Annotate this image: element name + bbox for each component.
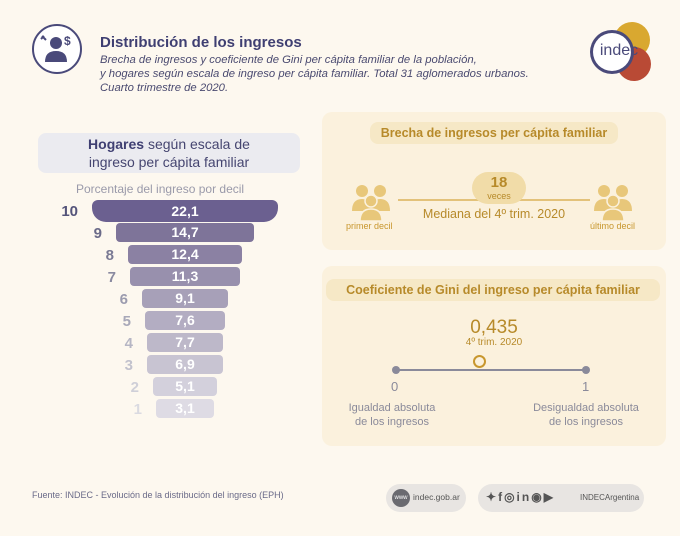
decil-number: 5 xyxy=(122,313,131,330)
max-caption-line: Desigualdad absoluta xyxy=(533,402,639,414)
instagram-icon[interactable]: ◎ xyxy=(504,490,517,504)
brecha-value: 18 xyxy=(490,174,508,191)
gini-marker xyxy=(472,355,486,368)
decil-bar: 7,7 xyxy=(147,333,223,352)
decil-bar: 11,3 xyxy=(130,267,240,286)
facebook-icon[interactable]: f xyxy=(498,490,505,504)
page-title: Distribución de los ingresos xyxy=(100,34,302,51)
people-group-icon xyxy=(590,183,638,228)
decil-number: 2 xyxy=(130,379,139,396)
decil-number: 1 xyxy=(133,401,142,418)
right-label-text: último decil xyxy=(590,221,636,231)
decil-number: 8 xyxy=(105,247,114,264)
decil-bar: 3,1 xyxy=(156,399,214,418)
deciles-header: Hogares según escala de ingreso per cápi… xyxy=(38,133,300,173)
decil-bar: 5,1 xyxy=(153,377,217,396)
youtube-icon[interactable]: ▶ xyxy=(543,490,555,504)
decil-bar: 6,9 xyxy=(147,355,223,374)
gini-max-caption: Desigualdad absoluta de los ingresos xyxy=(520,401,652,429)
page-subtitle: Brecha de ingresos y coeficiente de Gini… xyxy=(100,53,540,95)
deciles-title-line2: ingreso per cápita familiar xyxy=(88,154,250,170)
decil-bar: 22,1 xyxy=(92,200,278,222)
money-people-icon: $ xyxy=(32,24,82,74)
brecha-left-label: primer decil xyxy=(346,221,393,231)
subtitle-line: y hogares según escala de ingreso per cá… xyxy=(100,68,529,80)
gini-min-dot xyxy=(392,366,400,374)
decil-bar: 14,7 xyxy=(116,223,254,242)
decil-number: 9 xyxy=(93,225,102,242)
spotify-icon[interactable]: ◉ xyxy=(531,490,544,504)
gini-scale-line xyxy=(396,369,586,371)
brecha-unit: veces xyxy=(487,191,511,201)
decil-bar: 12,4 xyxy=(128,245,242,264)
social-icons[interactable]: ✦f◎in◉▶ xyxy=(486,490,555,504)
indec-logo: indec xyxy=(586,20,658,82)
gini-min-caption: Igualdad absoluta de los ingresos xyxy=(332,401,452,429)
decil-number: 3 xyxy=(124,357,133,374)
brecha-right-label: último decil xyxy=(590,221,635,231)
min-caption-line: Igualdad absoluta xyxy=(348,402,436,414)
brecha-value-pill xyxy=(472,172,526,204)
gini-title: Coeficiente de Gini del ingreso per cápi… xyxy=(326,279,660,301)
subtitle-line: Cuarto trimestre de 2020. xyxy=(100,82,229,94)
deciles-axis-label: Porcentaje del ingreso por decil xyxy=(76,182,245,196)
decil-bar: 9,1 xyxy=(142,289,228,308)
decil-number: 6 xyxy=(119,291,128,308)
deciles-title-bold: Hogares xyxy=(88,136,145,152)
deciles-title-rest: según escala de xyxy=(144,136,250,152)
globe-icon: www xyxy=(392,489,410,507)
subtitle-line: Brecha de ingresos y coeficiente de Gini… xyxy=(100,54,477,66)
website-text: indec.gob.ar xyxy=(413,492,460,502)
gini-max-label: 1 xyxy=(582,379,590,394)
gini-value: 0,435 xyxy=(470,317,518,338)
gini-max-dot xyxy=(582,366,590,374)
decil-bar: 7,6 xyxy=(145,311,225,330)
linkedin-icon[interactable]: in xyxy=(516,490,532,504)
social-links[interactable]: ✦f◎in◉▶ INDECArgentina xyxy=(478,484,644,512)
decil-number: 4 xyxy=(124,335,133,352)
brecha-title: Brecha de ingresos per cápita familiar xyxy=(370,122,618,144)
twitter-icon[interactable]: ✦ xyxy=(486,490,499,504)
left-label-text: primer decil xyxy=(346,221,393,231)
svg-text:$: $ xyxy=(64,34,71,48)
decil-number: 7 xyxy=(107,269,116,286)
max-caption-line: de los ingresos xyxy=(549,416,623,428)
decil-number: 10 xyxy=(61,203,78,220)
brecha-caption: Mediana del 4º trim. 2020 xyxy=(422,207,566,221)
gini-period: 4º trim. 2020 xyxy=(465,337,523,348)
logo-text: indec xyxy=(599,42,639,59)
min-caption-line: de los ingresos xyxy=(355,416,429,428)
website-link[interactable]: www indec.gob.ar xyxy=(386,484,466,512)
social-handle: INDECArgentina xyxy=(580,493,640,502)
people-group-icon xyxy=(348,183,396,228)
source-note: Fuente: INDEC - Evolución de la distribu… xyxy=(32,490,284,500)
gini-min-label: 0 xyxy=(391,379,399,394)
